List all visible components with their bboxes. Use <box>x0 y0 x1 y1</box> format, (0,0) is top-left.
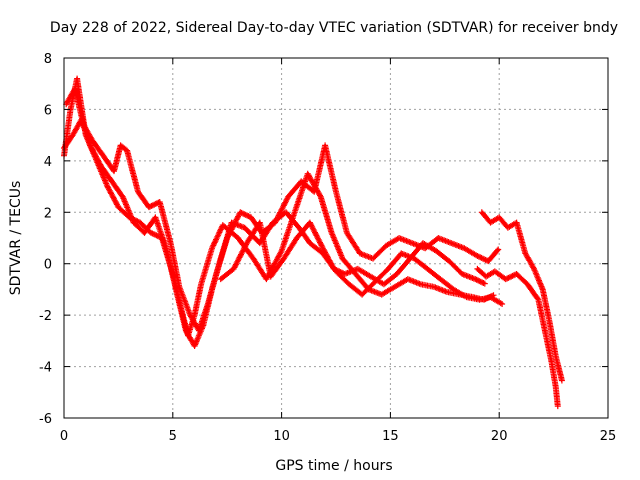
x-tick-label: 0 <box>60 429 68 444</box>
series-sat-d <box>217 219 488 288</box>
x-tick-label: 20 <box>491 429 508 444</box>
y-tick-label: -4 <box>39 361 52 376</box>
y-tick-label: -6 <box>39 412 52 427</box>
series-sat-e <box>478 209 565 384</box>
plot-frame <box>63 57 609 419</box>
y-tick-label: 8 <box>44 52 52 67</box>
x-tick-label: 25 <box>600 429 617 444</box>
x-tick-label: 15 <box>382 429 399 444</box>
y-tick-label: 0 <box>44 258 52 273</box>
y-tick-label: -2 <box>39 309 52 324</box>
y-axis-label: SDTVAR / TECUs <box>8 181 24 296</box>
x-tick-label: 10 <box>273 429 290 444</box>
series-sat-f <box>474 265 561 410</box>
series-marks-sat-d <box>217 219 488 288</box>
y-tick-label: 4 <box>44 155 52 170</box>
x-axis-label: GPS time / hours <box>275 458 392 474</box>
axis-ticks: 0 5 10 15 20 25 -6 -4 -2 0 2 4 6 8 <box>39 52 616 444</box>
series-marks-sat-f <box>474 265 561 410</box>
chart-title: Day 228 of 2022, Sidereal Day-to-day VTE… <box>50 20 618 36</box>
x-tick-label: 5 <box>169 429 177 444</box>
grid-lines <box>64 58 608 418</box>
y-tick-label: 2 <box>44 206 52 221</box>
series-marks-sat-e <box>478 209 565 384</box>
y-tick-label: 6 <box>44 103 52 118</box>
